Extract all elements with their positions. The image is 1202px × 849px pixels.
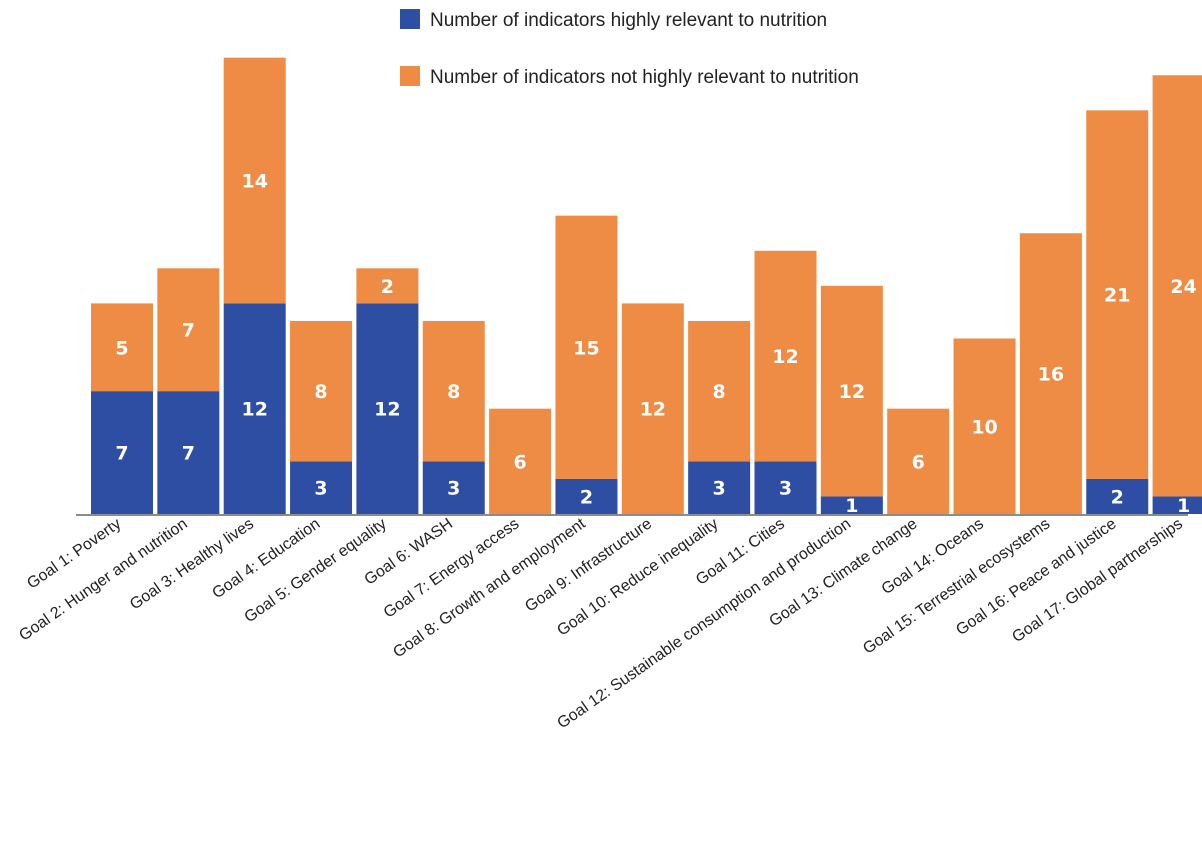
bar-not-highly-relevant-4 [290, 320, 353, 462]
bar-highly-relevant-11 [754, 461, 817, 514]
data-label-highly-relevant-16: 2 [1111, 486, 1124, 508]
bar-highly-relevant-1 [91, 391, 153, 514]
data-label-not-highly-relevant-3: 14 [241, 171, 267, 193]
bar-not-highly-relevant-8 [555, 215, 618, 479]
legend-label-2: Number of indicators not highly relevant… [430, 67, 859, 88]
data-label-highly-relevant-12: 1 [845, 495, 858, 517]
bar-highly-relevant-10 [688, 461, 751, 514]
data-label-not-highly-relevant-2: 7 [182, 320, 195, 342]
data-label-highly-relevant-8: 2 [580, 486, 593, 508]
bar-not-highly-relevant-7 [489, 408, 552, 514]
bar-not-highly-relevant-13 [887, 408, 950, 514]
bar-not-highly-relevant-6 [422, 320, 485, 462]
bar-highly-relevant-2 [157, 391, 220, 514]
legend-swatch-1 [400, 9, 420, 29]
bar-not-highly-relevant-11 [754, 250, 817, 462]
data-label-not-highly-relevant-16: 21 [1104, 285, 1130, 307]
bar-not-highly-relevant-12 [820, 285, 883, 497]
data-label-not-highly-relevant-10: 8 [713, 381, 726, 403]
data-label-highly-relevant-11: 3 [779, 478, 792, 500]
legend-swatch-2 [400, 66, 420, 86]
data-label-not-highly-relevant-17: 24 [1170, 276, 1196, 298]
data-label-highly-relevant-2: 7 [182, 443, 195, 465]
data-label-not-highly-relevant-4: 8 [314, 381, 327, 403]
bar-highly-relevant-5 [356, 303, 419, 514]
data-label-not-highly-relevant-14: 10 [971, 416, 997, 438]
data-label-highly-relevant-17: 1 [1177, 495, 1190, 517]
data-label-highly-relevant-1: 7 [115, 443, 128, 465]
bars: 7 5 7 7 12 14 3 8 12 2 3 8 6 2 15 12 3 8 3 12 1 12 6 10 16 2 21 1 24 [91, 57, 1202, 517]
data-label-not-highly-relevant-6: 8 [447, 381, 460, 403]
bar-not-highly-relevant-5 [356, 268, 419, 304]
bar-not-highly-relevant-2 [157, 268, 220, 392]
bar-not-highly-relevant-17 [1152, 75, 1202, 497]
data-label-highly-relevant-6: 3 [447, 478, 460, 500]
bar-not-highly-relevant-15 [1019, 233, 1082, 514]
data-label-not-highly-relevant-9: 12 [640, 399, 666, 421]
bar-highly-relevant-3 [223, 303, 286, 514]
data-label-highly-relevant-10: 3 [713, 478, 726, 500]
data-label-not-highly-relevant-12: 12 [839, 381, 865, 403]
data-label-not-highly-relevant-8: 15 [573, 337, 599, 359]
data-label-not-highly-relevant-5: 2 [381, 276, 394, 298]
data-label-highly-relevant-5: 12 [374, 399, 400, 421]
bar-not-highly-relevant-3 [223, 57, 286, 304]
data-label-highly-relevant-4: 3 [314, 478, 327, 500]
tick-label-3: Goal 3: Healthy lives [127, 515, 257, 613]
bar-not-highly-relevant-16 [1086, 110, 1149, 479]
bar-highly-relevant-4 [290, 461, 353, 514]
bar-not-highly-relevant-1 [91, 303, 153, 392]
tick-label-4: Goal 4: Education [209, 515, 323, 602]
bar-highly-relevant-16 [1086, 478, 1149, 514]
data-label-not-highly-relevant-13: 6 [912, 451, 925, 473]
data-label-not-highly-relevant-11: 12 [772, 346, 798, 368]
legend: Number of indicators highly relevant to … [400, 9, 859, 88]
bar-highly-relevant-17 [1152, 496, 1202, 514]
data-label-not-highly-relevant-1: 5 [115, 337, 128, 359]
bar-not-highly-relevant-9 [621, 303, 684, 514]
bar-highly-relevant-12 [820, 496, 883, 514]
legend-label-1: Number of indicators highly relevant to … [430, 10, 827, 31]
data-label-not-highly-relevant-7: 6 [513, 451, 526, 473]
bar-not-highly-relevant-10 [688, 320, 751, 462]
data-label-highly-relevant-3: 12 [241, 399, 267, 421]
bar-highly-relevant-8 [555, 478, 618, 514]
data-label-not-highly-relevant-15: 16 [1038, 364, 1064, 386]
bar-highly-relevant-6 [422, 461, 485, 514]
bar-not-highly-relevant-14 [953, 338, 1016, 514]
